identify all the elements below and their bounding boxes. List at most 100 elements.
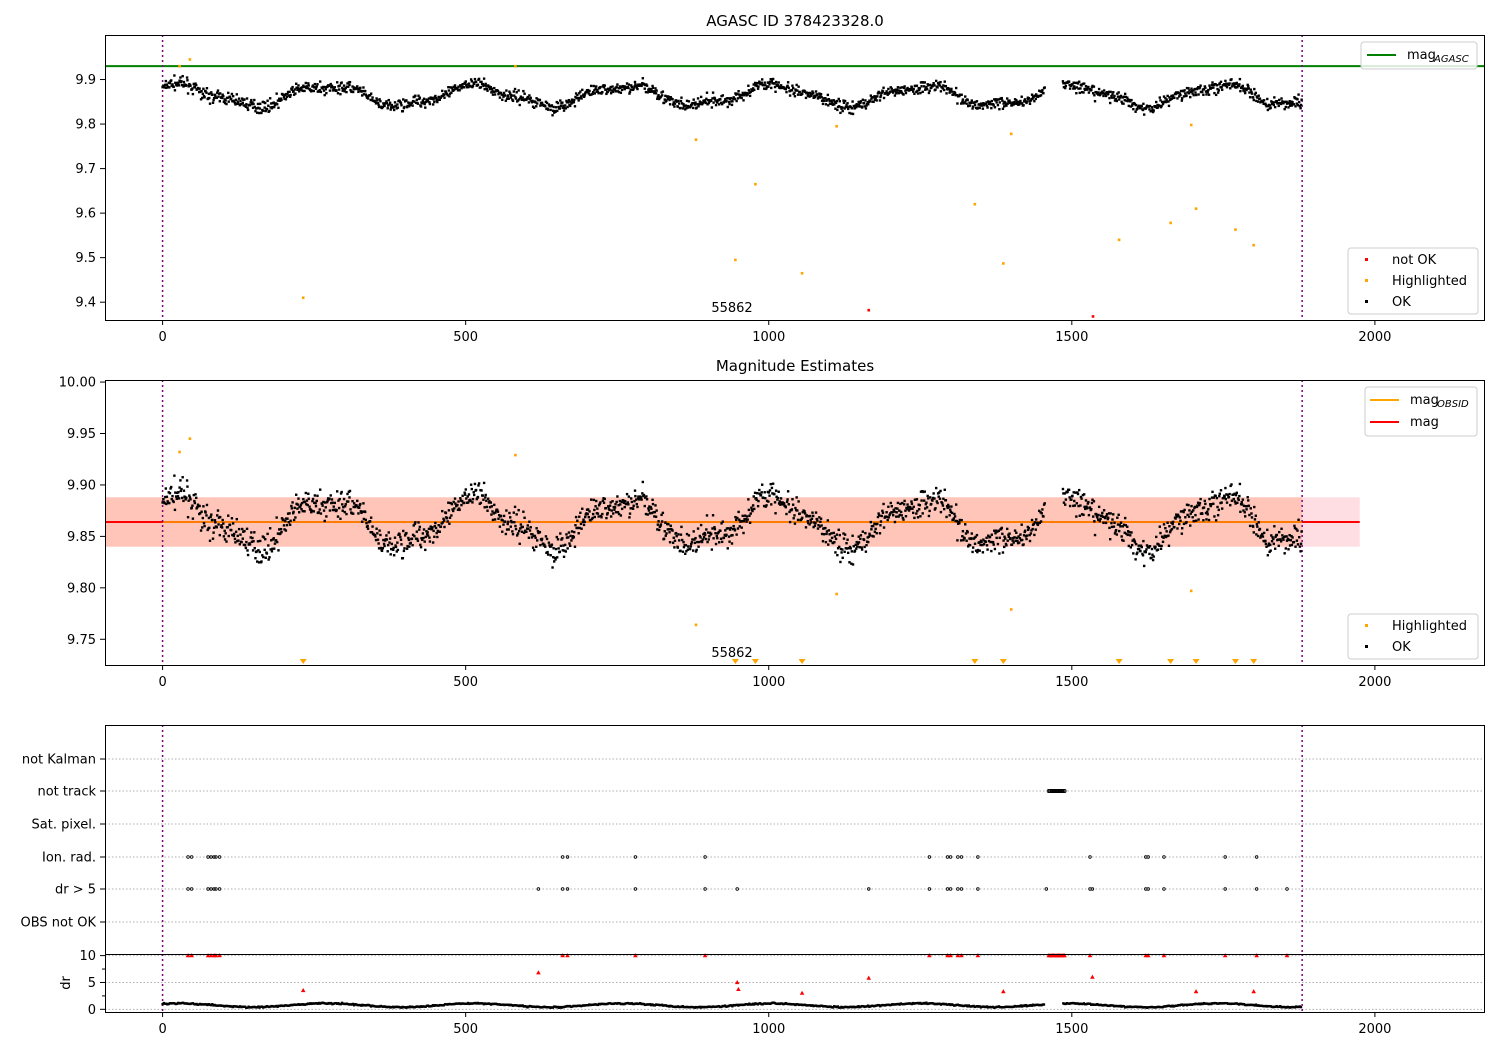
dr-ok-point xyxy=(773,1001,776,1005)
ok-point xyxy=(459,497,462,500)
ok-point xyxy=(1194,519,1198,522)
ok-point xyxy=(982,103,986,107)
not-track-point xyxy=(1046,789,1051,794)
ok-point xyxy=(1230,483,1233,486)
ok-point xyxy=(1159,105,1163,109)
dr-ok-point xyxy=(723,1004,727,1007)
ok-point xyxy=(1253,518,1257,521)
ok-point xyxy=(307,497,310,500)
ok-point xyxy=(1182,95,1186,98)
dr-ok-point xyxy=(1283,1006,1287,1009)
ok-point xyxy=(1294,545,1297,548)
ok-point xyxy=(1184,92,1187,95)
ok-point xyxy=(974,535,977,539)
ok-point xyxy=(998,536,1001,539)
dr-ok-point xyxy=(1256,1004,1259,1007)
ok-point xyxy=(165,83,169,86)
ok-point xyxy=(559,99,562,102)
ion-rad-point xyxy=(948,855,953,859)
ok-point xyxy=(1288,104,1292,107)
dr-ok-point xyxy=(1146,1006,1150,1009)
ok-point xyxy=(609,91,613,95)
dr-ok-point xyxy=(386,1005,390,1009)
ok-point xyxy=(1266,97,1269,101)
dr-ok-point xyxy=(697,1006,700,1009)
ok-point xyxy=(1034,528,1037,531)
dr-ok-point xyxy=(1288,1006,1292,1009)
dr-ok-point xyxy=(646,1003,649,1006)
dr-ok-point xyxy=(460,1002,464,1005)
ok-point xyxy=(428,102,432,106)
ok-point xyxy=(837,545,841,549)
ok-point xyxy=(166,500,169,503)
ok-point xyxy=(438,530,441,533)
ok-point xyxy=(912,87,915,91)
ok-point xyxy=(1253,505,1256,509)
dr-ok-point xyxy=(840,1005,843,1009)
ok-point xyxy=(230,97,233,101)
ok-point xyxy=(1136,551,1139,554)
dr-ok-point xyxy=(1041,1003,1044,1006)
ok-point xyxy=(1116,516,1119,519)
dr-ok-point xyxy=(607,1002,610,1005)
dr-ok-point xyxy=(476,1001,479,1005)
dr-ok-point xyxy=(739,1003,743,1007)
ok-point xyxy=(1206,513,1209,516)
ok-point xyxy=(216,514,219,517)
ok-point xyxy=(825,98,829,101)
dr-ok-point xyxy=(626,1001,630,1005)
ok-point xyxy=(908,505,912,509)
ok-point xyxy=(775,495,778,498)
dr-ok-point xyxy=(761,1003,764,1006)
ok-point xyxy=(623,499,627,503)
dr-flagged-point xyxy=(866,975,872,980)
dr-ok-point xyxy=(259,1005,262,1008)
ok-point xyxy=(536,539,539,542)
dr-ok-point xyxy=(649,1003,653,1007)
ok-point xyxy=(1233,492,1236,495)
ok-point xyxy=(1255,99,1258,103)
ok-point xyxy=(974,106,978,110)
dr-ok-point xyxy=(1282,1005,1286,1009)
estimates-ticks: 0 500 1000 1500 20009.759.809.859.909.9510.0… xyxy=(59,376,1392,690)
ok-point xyxy=(556,556,559,559)
ok-point xyxy=(758,488,761,492)
ok-point xyxy=(1105,91,1109,94)
ok-point xyxy=(762,87,766,90)
ok-point xyxy=(948,514,951,517)
ok-point xyxy=(1207,508,1210,511)
dr-ok-point xyxy=(268,1005,271,1009)
ok-point xyxy=(633,85,636,88)
ok-point xyxy=(1299,103,1303,107)
ion-rad-point xyxy=(186,855,190,859)
dr-ok-point xyxy=(1126,1005,1129,1008)
dr-ok-point xyxy=(1196,1002,1200,1006)
dr-ok-point xyxy=(712,1005,716,1008)
ok-point xyxy=(1020,538,1024,542)
ok-point xyxy=(318,88,321,92)
dr-ok-point xyxy=(466,1001,470,1005)
ok-point xyxy=(179,76,182,79)
dr-ok-point xyxy=(189,1002,192,1006)
ok-point xyxy=(288,95,292,98)
ok-point xyxy=(1180,97,1184,100)
ok-point xyxy=(297,84,300,87)
dr-ok-point xyxy=(338,1002,341,1006)
ok-point xyxy=(765,87,768,90)
ok-point xyxy=(819,520,822,523)
ok-point xyxy=(383,544,386,548)
dr-ok-point xyxy=(588,1003,591,1006)
dr-ok-point xyxy=(1017,1004,1020,1008)
ok-point xyxy=(1122,95,1126,98)
ok-point xyxy=(578,92,581,95)
ok-point xyxy=(336,81,339,84)
dr-ok-point xyxy=(285,1004,288,1007)
dr-ok-point xyxy=(373,1005,376,1008)
ok-point xyxy=(814,94,817,98)
dr-ok-point xyxy=(624,1002,627,1005)
ok-point xyxy=(570,530,574,533)
ok-point xyxy=(195,507,198,510)
highlighted-point xyxy=(1117,238,1121,242)
dr-ok-point xyxy=(831,1006,835,1009)
ok-point xyxy=(313,494,317,497)
